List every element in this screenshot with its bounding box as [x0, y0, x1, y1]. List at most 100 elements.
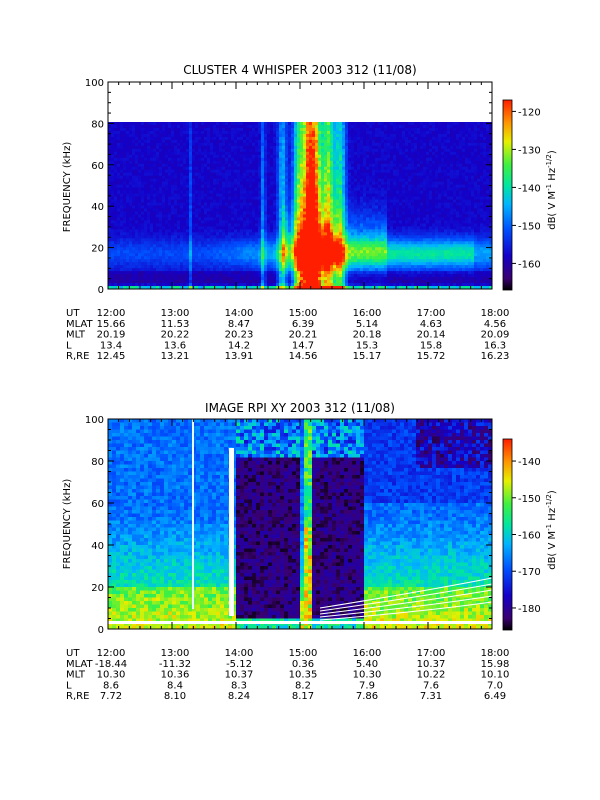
panel1-cell [159, 139, 163, 144]
panel1-cell [180, 247, 184, 251]
panel1-cell [177, 133, 181, 138]
panel1-cell [255, 223, 259, 227]
panel1-cell [261, 122, 265, 126]
panel1-cell [168, 124, 172, 129]
panel1-cell [126, 122, 130, 126]
panel1-cell [237, 148, 241, 153]
panel1-cell [330, 250, 334, 254]
panel1-cell [252, 253, 256, 257]
panel1-cell [171, 124, 175, 129]
panel1-cell [333, 247, 337, 251]
panel1-cell [204, 226, 208, 230]
panel1-cell [363, 196, 367, 200]
panel1-cell [162, 286, 166, 290]
panel1-cell [324, 238, 328, 242]
panel1-cell [282, 274, 286, 278]
panel1-cell [150, 208, 154, 212]
panel1-cell [132, 247, 136, 251]
panel1-cell [234, 274, 238, 278]
panel1-cell [267, 145, 271, 150]
panel1-cell [375, 133, 379, 138]
panel1-cell [108, 232, 112, 236]
panel1-cell [348, 214, 352, 218]
panel1-cell [363, 271, 367, 275]
panel1-cell [234, 124, 238, 129]
panel1-cell [216, 154, 220, 159]
panel1-cell [306, 217, 310, 221]
panel1-cell [168, 190, 172, 194]
panel1-cell [264, 214, 268, 218]
panel1-cell [234, 241, 238, 245]
panel1-cell [219, 238, 223, 242]
panel1-cell [330, 283, 334, 287]
panel1-cell [129, 274, 133, 278]
panel1-cell [285, 122, 289, 126]
panel1-cell [291, 208, 295, 212]
panel1-cell [240, 280, 244, 284]
panel1-cell [210, 202, 214, 206]
panel1-cell [156, 271, 160, 275]
panel1-cell [297, 214, 301, 218]
panel1-cell [147, 235, 151, 239]
panel1-cell [174, 268, 178, 272]
panel1-cell [198, 217, 202, 221]
panel1-cell [330, 232, 334, 236]
panel1-cell [312, 151, 316, 156]
panel1-cell [138, 151, 142, 156]
panel1-cell [195, 163, 199, 168]
panel1-cell [141, 166, 145, 171]
panel1-cell [291, 271, 295, 275]
panel1-cell [207, 244, 211, 248]
panel1-cell [300, 130, 304, 135]
panel1-cell [342, 133, 346, 138]
panel1-cell [348, 226, 352, 230]
panel1-cell [168, 148, 172, 153]
panel1-cell [315, 145, 319, 150]
panel1-cell [288, 172, 292, 177]
panel1-cell [357, 187, 361, 191]
panel1-cell [168, 229, 172, 233]
panel1-cell [198, 169, 202, 174]
panel1-cell [303, 244, 307, 248]
panel1-cell [171, 139, 175, 144]
panel1-cell [246, 172, 250, 177]
panel1-cell [231, 172, 235, 177]
panel1-cell [312, 166, 316, 171]
panel1-cell [120, 175, 124, 180]
panel1-cell [192, 127, 196, 132]
panel1-cell [177, 139, 181, 144]
panel1-cell [213, 256, 217, 260]
panel1-cell [318, 226, 322, 230]
panel1-cell [324, 244, 328, 248]
panel1-cell [306, 184, 310, 189]
panel1-cell [159, 244, 163, 248]
panel1-cell [243, 226, 247, 230]
panel1-cell [153, 283, 157, 287]
panel1-cell [318, 259, 322, 263]
panel1-cell [207, 124, 211, 129]
panel1-cell [198, 122, 202, 126]
panel1-cell [201, 247, 205, 251]
panel1-cell [300, 166, 304, 171]
panel1-cell [138, 265, 142, 269]
panel1-cell [249, 184, 253, 189]
panel1-cell [354, 196, 358, 200]
panel1-cell [345, 196, 349, 200]
panel1-cell [264, 247, 268, 251]
panel1-cell [201, 244, 205, 248]
panel1-cell [108, 283, 112, 287]
panel1-cell [276, 175, 280, 180]
panel1-cell [141, 229, 145, 233]
panel1-cell [336, 259, 340, 263]
panel1-cell [135, 280, 139, 284]
panel1-cell [192, 277, 196, 281]
panel1-cell [144, 166, 148, 171]
panel1-cell [345, 193, 349, 197]
panel1-cell [360, 238, 364, 242]
panel1-cell [372, 172, 376, 177]
panel1-cell [222, 154, 226, 159]
panel1-cell [159, 256, 163, 260]
panel1-cell [201, 122, 205, 126]
panel1-cell [279, 181, 283, 186]
panel1-cell [273, 202, 277, 206]
